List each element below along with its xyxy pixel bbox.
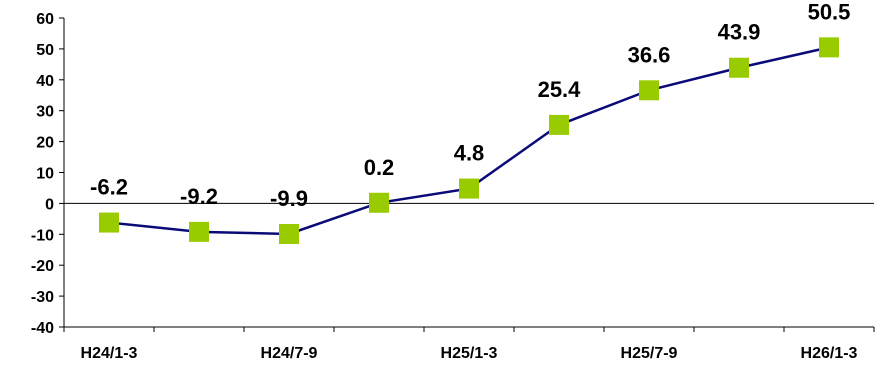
data-label: 50.5 (808, 0, 851, 24)
data-label: -9.9 (270, 186, 308, 211)
y-tick-label: 10 (36, 166, 54, 183)
y-tick-label: -40 (31, 320, 54, 337)
y-tick-label: -30 (31, 289, 54, 306)
y-tick-label: 30 (36, 104, 54, 121)
data-point-marker (279, 223, 299, 244)
x-tick-label: H24/1-3 (81, 345, 138, 362)
x-tick-label: H24/7-9 (261, 345, 318, 362)
data-point-marker (729, 57, 749, 78)
markers (99, 37, 839, 244)
x-tick-label: H26/1-3 (801, 345, 858, 362)
tick-labels: 60 50 40 30 20 10 0 -10 -20 -30 -40 H24/1-3 H24/7-9 H… (31, 11, 875, 362)
y-tick-label: 50 (36, 42, 54, 59)
data-point-marker (549, 114, 569, 135)
data-label: -9.2 (180, 184, 218, 209)
data-labels: -6.2 -9.2 -9.9 0.2 4.8 25.4 36.6 43.9 50.5 (90, 0, 850, 211)
data-label: 43.9 (718, 20, 761, 45)
data-point-marker (99, 212, 119, 233)
x-tick-label: H25/1-3 (441, 345, 498, 362)
data-label: 4.8 (454, 141, 485, 166)
data-point-marker (459, 178, 479, 199)
y-tick-label: 60 (36, 11, 54, 28)
data-label: 0.2 (364, 155, 395, 180)
data-point-marker (819, 37, 839, 58)
data-point-marker (639, 80, 659, 101)
data-label: 25.4 (538, 77, 582, 102)
data-point-marker (189, 221, 209, 242)
x-tick-label: H25/7-9 (621, 345, 678, 362)
y-tick-label: 40 (36, 73, 54, 90)
y-tick-label: 20 (36, 135, 54, 152)
data-point-marker (369, 192, 389, 213)
data-label: -6.2 (90, 175, 128, 200)
y-tick-label: -20 (31, 258, 54, 275)
data-label: 36.6 (628, 42, 671, 67)
y-tick-label: -10 (31, 227, 54, 244)
y-tick-label: 0 (45, 196, 54, 213)
